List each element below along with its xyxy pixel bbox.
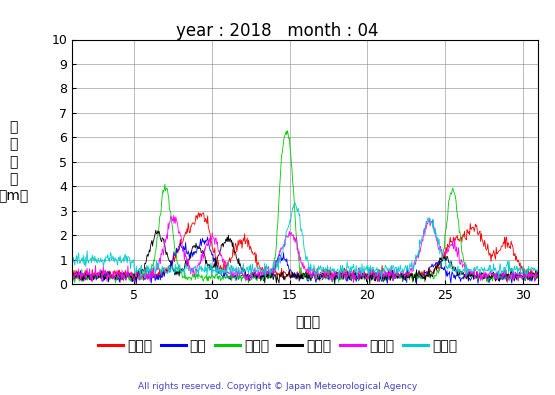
Text: （日）: （日）	[295, 315, 321, 329]
Text: 有
義
波
高
（m）: 有 義 波 高 （m）	[0, 120, 29, 203]
Text: year : 2018   month : 04: year : 2018 month : 04	[176, 22, 379, 40]
Legend: 上ノ国, 唐桑, 石廀崎, 経ヶ尌, 生月島, 屋久島: 上ノ国, 唐桑, 石廀崎, 経ヶ尌, 生月島, 屋久島	[93, 333, 462, 358]
Text: All rights reserved. Copyright © Japan Meteorological Agency: All rights reserved. Copyright © Japan M…	[138, 382, 417, 391]
